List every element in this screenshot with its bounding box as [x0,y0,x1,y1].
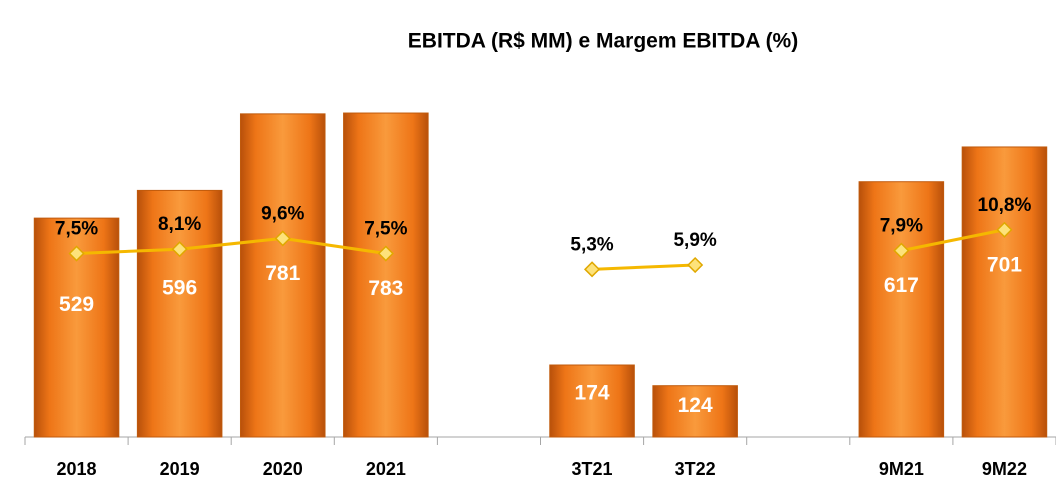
bar [239,113,326,438]
x-tick-label: 2018 [57,459,97,479]
line-marker [377,245,394,262]
bar [343,112,429,438]
line-marker [583,261,601,278]
x-tick-label: 9M22 [982,459,1027,479]
bar [652,385,738,438]
bar [961,146,1048,438]
x-tick-label: 9M21 [879,459,924,479]
bar-value-label: 529 [59,293,94,316]
bar-value-label: 701 [987,253,1022,276]
line-marker [893,242,910,259]
x-tick-label: 2019 [160,459,200,479]
bar-value-label: 174 [575,381,610,404]
line-value-label: 9,6% [261,203,304,224]
x-tick-label: 2021 [366,459,406,479]
bar [858,181,945,438]
bar-value-label: 596 [162,277,197,300]
line-value-label: 7,9% [880,216,923,237]
line-value-label: 5,9% [673,230,716,251]
line-value-label: 5,3% [570,234,613,255]
line-marker [996,221,1013,238]
x-tick-label: 3T21 [572,459,613,479]
line-marker [68,245,85,262]
line-marker [274,230,291,247]
bar-value-label: 783 [368,277,403,300]
bar [136,189,223,438]
line-value-label: 7,5% [364,219,407,240]
line-marker [171,241,188,258]
margin-line [76,228,1005,271]
line-value-label: 8,1% [158,214,201,235]
line-value-label: 10,8% [978,195,1032,216]
chart-title: EBITDA (R$ MM) e Margem EBITDA (%) [408,30,798,53]
line-marker [687,256,704,274]
x-tick-label: 2020 [263,459,303,479]
bar-value-label: 617 [884,274,919,297]
line-value-label: 7,5% [55,219,98,240]
x-tick-label: 3T22 [675,459,716,479]
bar [549,364,635,438]
bar-value-label: 124 [678,394,713,417]
bar-value-label: 781 [265,262,300,285]
